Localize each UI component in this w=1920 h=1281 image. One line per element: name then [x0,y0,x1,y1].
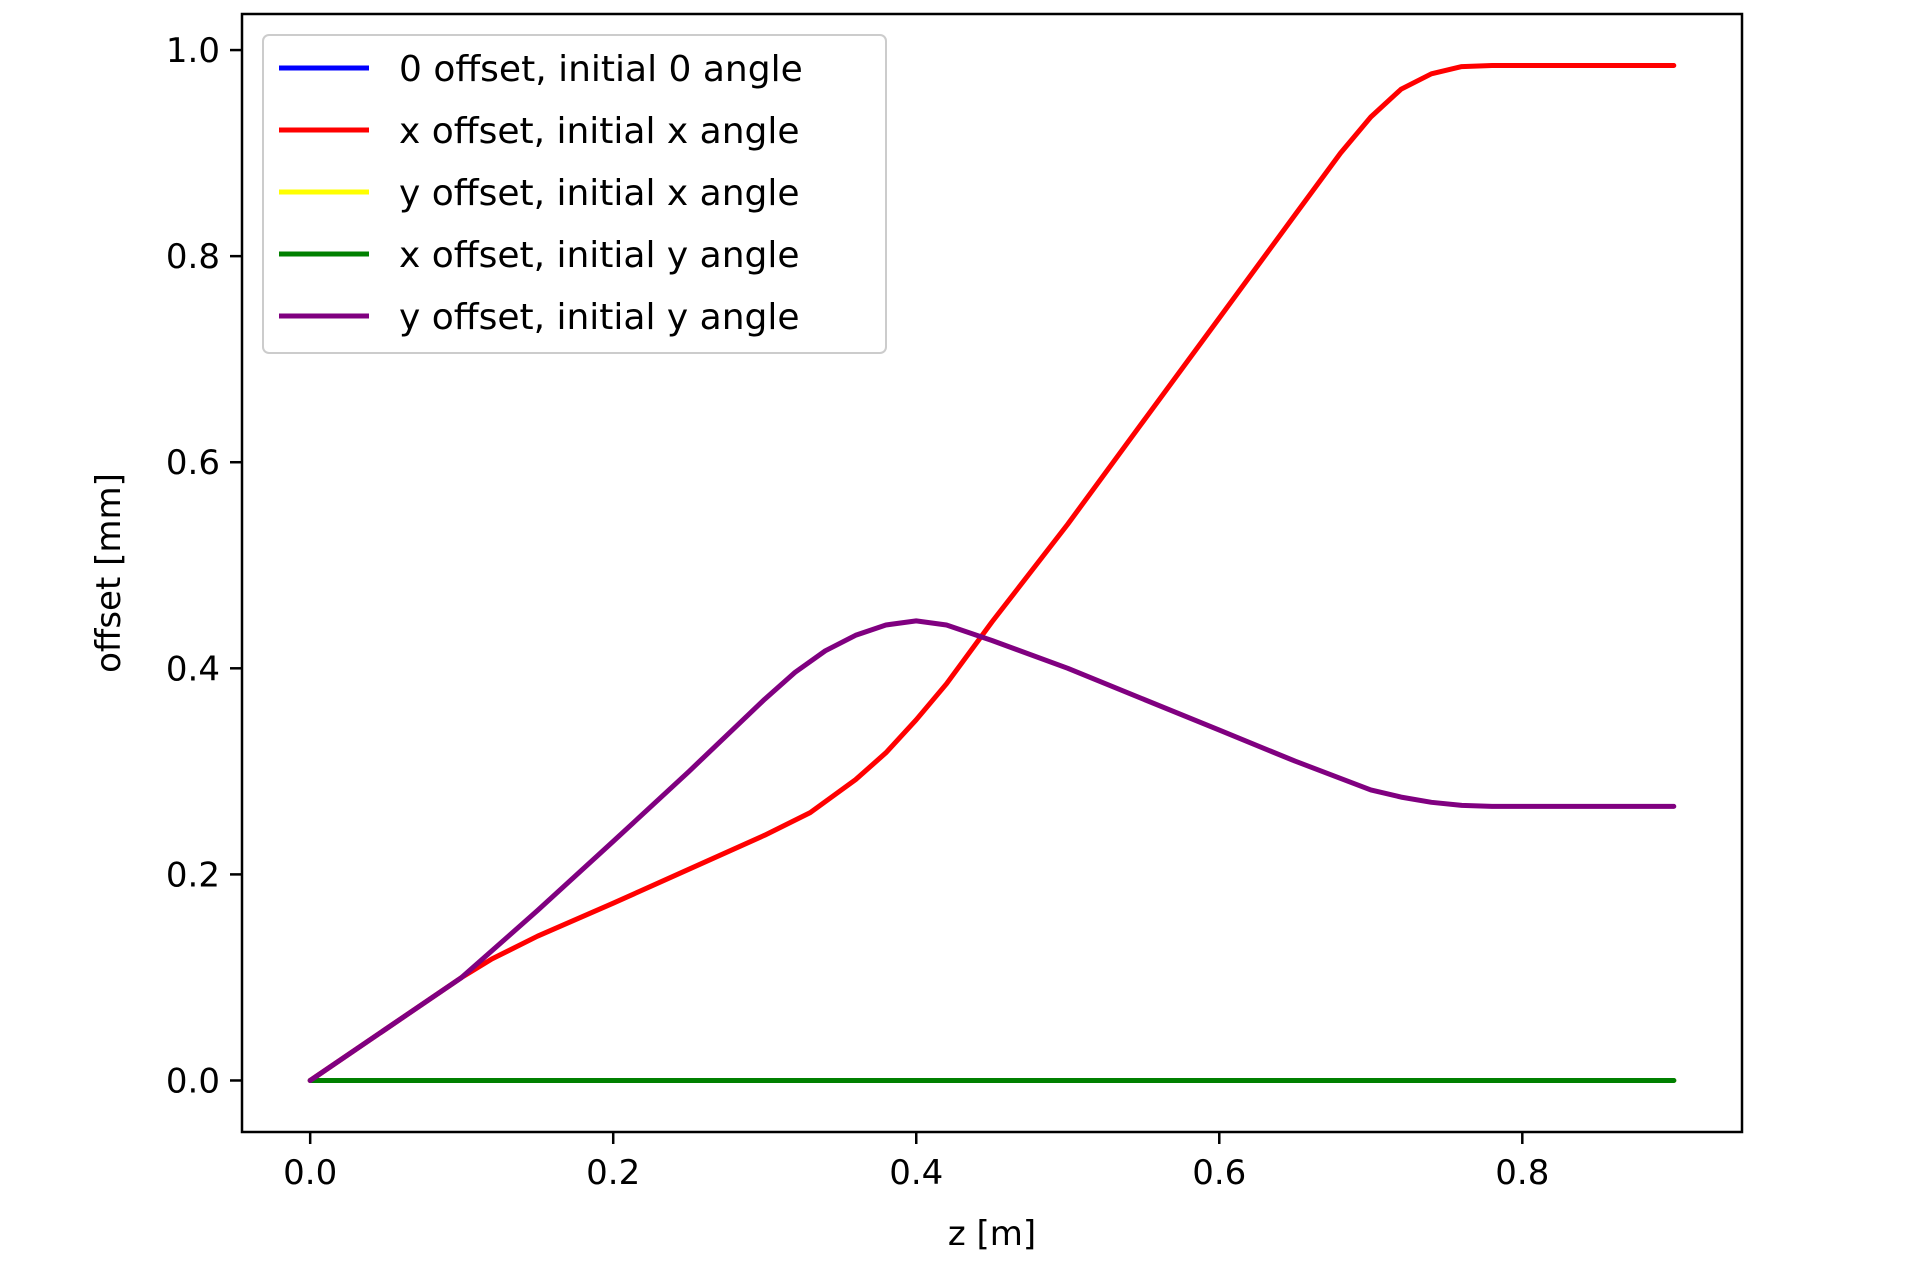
legend-label-2: y offset, initial x angle [399,173,800,214]
x-tick-label: 0.0 [283,1153,337,1193]
plot-lines [307,63,1677,1083]
series-line-1 [307,63,1677,1083]
y-axis-label: offset [mm] [89,473,129,673]
y-tick-label: 0.8 [166,237,220,277]
plot-frame [240,12,1744,1134]
legend-label-3: x offset, initial y angle [399,235,800,276]
legend-label-1: x offset, initial x angle [399,111,800,152]
x-tick-label: 0.6 [1192,1153,1246,1193]
x-tick-label: 0.8 [1495,1153,1549,1193]
series-line-4 [307,618,1677,1083]
legend-frame [262,34,887,354]
y-tick-label: 0.0 [166,1061,220,1101]
y-tick-label: 0.6 [166,443,220,483]
y-axis: 0.0 0.2 0.4 0.6 0.8 1.0 [166,31,242,1101]
legend: 0 offset, initial 0 angle x offset, initi… [262,34,887,354]
x-tick-label: 0.4 [889,1153,943,1193]
y-tick-label: 0.2 [166,855,220,895]
legend-label-0: 0 offset, initial 0 angle [399,49,803,90]
legend-label-4: y offset, initial y angle [399,297,800,338]
y-tick-label: 1.0 [166,31,220,71]
x-tick-label: 0.2 [586,1153,640,1193]
y-tick-label: 0.4 [166,649,220,689]
x-axis: 0.0 0.2 0.4 0.6 0.8 [283,1132,1549,1193]
x-axis-label: z [m] [948,1214,1036,1254]
